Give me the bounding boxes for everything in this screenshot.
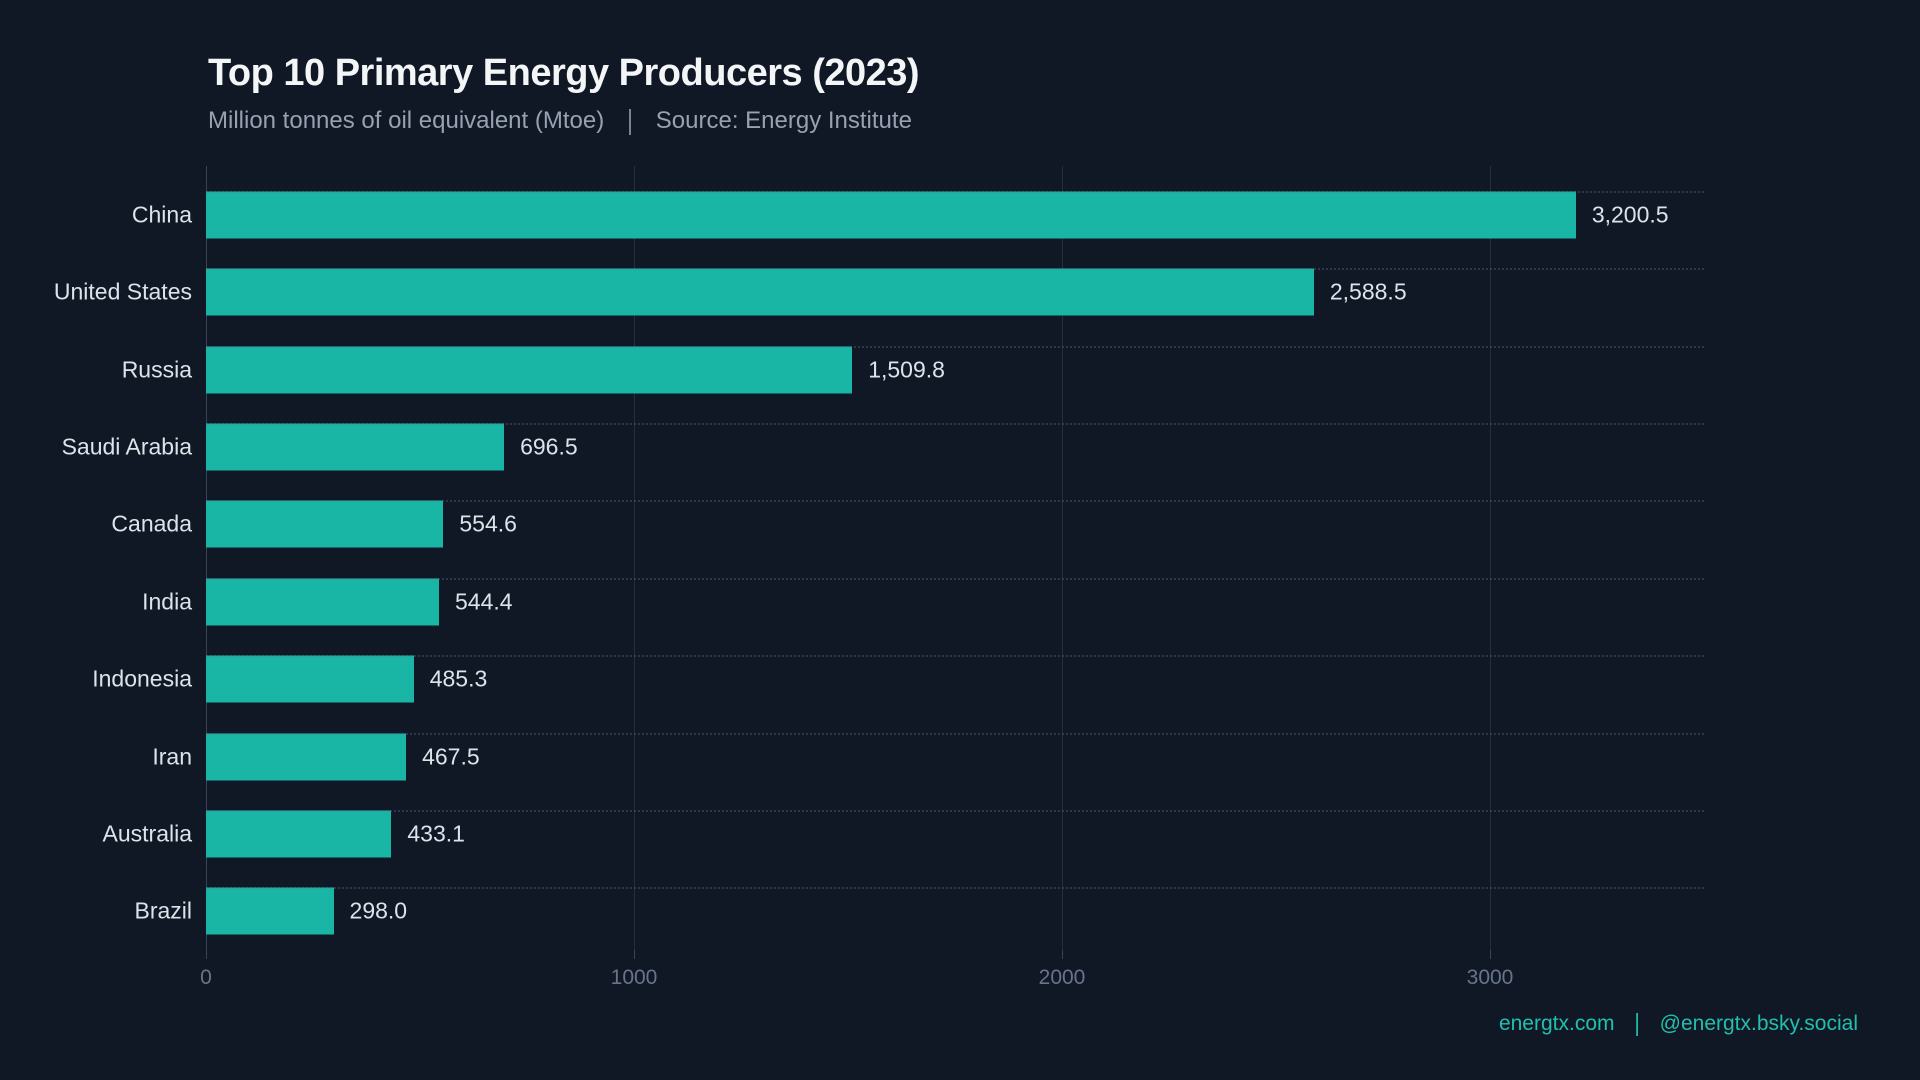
category-label: Indonesia	[92, 665, 192, 692]
category-label: Canada	[111, 510, 192, 537]
footer-website-link[interactable]: energtx.com	[1498, 1012, 1615, 1035]
bars-layer: China 3,200.5 United States 2,588.5 Russ…	[54, 176, 1704, 950]
category-label: China	[131, 201, 192, 228]
row-dotted-gridline	[206, 190, 1704, 193]
bar-row: Brazil 298.0	[134, 873, 1704, 950]
bar-row: India 544.4	[142, 563, 1704, 640]
value-label: 2,588.5	[1329, 278, 1407, 305]
chart-header: Top 10 Primary Energy Producers (2023) M…	[208, 52, 920, 136]
x-tick-mark	[1062, 950, 1063, 959]
bar[interactable]	[206, 346, 853, 394]
value-label: 1,509.8	[868, 356, 945, 383]
vertical-gridline	[634, 166, 635, 950]
value-label: 696.5	[520, 433, 578, 460]
plot-area: China 3,200.5 United States 2,588.5 Russ…	[54, 166, 1704, 989]
bar-row: Australia 433.1	[103, 795, 1704, 872]
bar-row: United States 2,588.5	[54, 253, 1704, 330]
x-tick-mark	[1490, 950, 1491, 959]
row-dotted-gridline	[206, 655, 1704, 658]
category-label: Russia	[121, 356, 192, 383]
bar[interactable]	[206, 655, 414, 703]
row-dotted-gridline	[206, 809, 1704, 812]
x-tick-label: 1000	[610, 966, 658, 989]
x-tick-label: 2000	[1038, 966, 1086, 989]
value-label: 485.3	[429, 665, 488, 692]
bar-row: Saudi Arabia 696.5	[62, 408, 1704, 485]
subtitle-separator: |	[626, 104, 634, 136]
category-label: India	[142, 588, 192, 615]
value-label: 433.1	[407, 820, 465, 847]
category-label: Brazil	[134, 897, 192, 924]
chart-footer: energtx.com | @energtx.bsky.social	[1498, 1009, 1858, 1038]
bar[interactable]	[206, 423, 505, 471]
bar-row: Indonesia 485.3	[92, 640, 1704, 717]
category-label: Saudi Arabia	[61, 433, 192, 460]
row-dotted-gridline	[206, 577, 1704, 580]
chart-subtitle: Million tonnes of oil equivalent (Mtoe) …	[208, 104, 919, 136]
footer-social-handle-link[interactable]: @energtx.bsky.social	[1659, 1012, 1858, 1035]
row-dotted-gridline	[206, 345, 1704, 348]
value-label: 467.5	[422, 743, 480, 770]
bar-row: Iran 467.5	[152, 718, 1704, 795]
bar-row: Russia 1,509.8	[122, 331, 1704, 408]
bar[interactable]	[206, 887, 334, 935]
x-tick-label: 0	[200, 966, 212, 989]
x-tick-mark	[206, 950, 207, 959]
subtitle-source: Source: Energy Institute	[655, 107, 912, 134]
row-dotted-gridline	[206, 422, 1704, 425]
bar[interactable]	[206, 733, 407, 781]
bar[interactable]	[206, 578, 439, 626]
vertical-gridline	[1490, 166, 1491, 950]
category-label: Iran	[152, 743, 192, 770]
category-label: United States	[53, 278, 192, 305]
bar[interactable]	[206, 268, 1314, 316]
row-dotted-gridline	[206, 732, 1704, 735]
row-dotted-gridline	[206, 500, 1704, 503]
row-dotted-gridline	[206, 268, 1704, 271]
chart-title: Top 10 Primary Energy Producers (2023)	[208, 52, 920, 94]
vertical-gridline	[1062, 166, 1063, 950]
value-label: 298.0	[349, 897, 408, 924]
axis-zero-line	[206, 166, 207, 950]
bar[interactable]	[206, 191, 1576, 239]
bar-row: China 3,200.5	[132, 176, 1704, 253]
value-label: 554.6	[459, 510, 517, 537]
value-label: 544.4	[455, 588, 513, 615]
bar[interactable]	[206, 500, 444, 548]
category-label: Australia	[102, 820, 192, 847]
row-dotted-gridline	[206, 887, 1704, 890]
bar-row: Canada 554.6	[111, 486, 1704, 563]
x-tick-label: 3000	[1466, 966, 1514, 989]
x-tick-mark	[634, 950, 635, 959]
subtitle-units: Million tonnes of oil equivalent (Mtoe)	[208, 107, 605, 134]
value-label: 3,200.5	[1591, 201, 1669, 228]
footer-separator: |	[1634, 1009, 1640, 1038]
bar[interactable]	[206, 810, 392, 858]
